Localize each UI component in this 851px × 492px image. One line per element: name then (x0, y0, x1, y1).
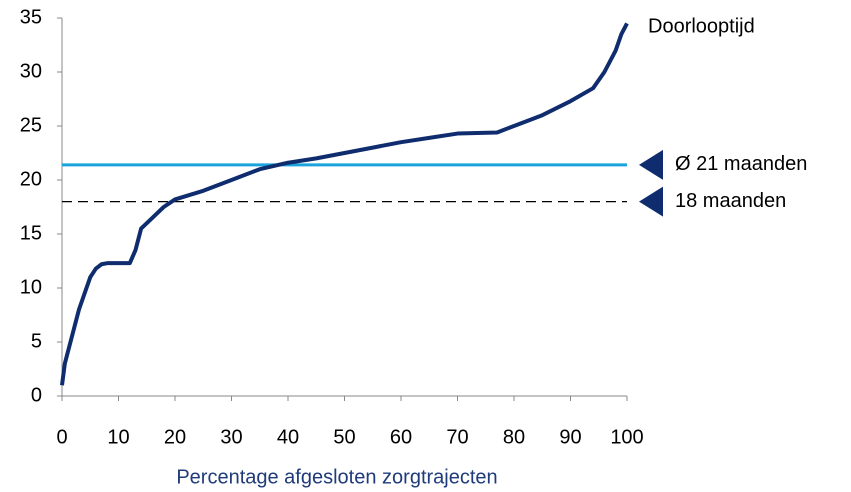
reference-marker (639, 186, 663, 217)
x-tick-label: 0 (56, 426, 67, 448)
y-tick-label: 30 (20, 60, 42, 82)
x-tick-label: 30 (220, 426, 242, 448)
x-tick-label: 80 (503, 426, 525, 448)
y-tick-label: 35 (20, 6, 42, 28)
y-tick-label: 0 (31, 384, 42, 406)
y-tick-label: 15 (20, 222, 42, 244)
x-tick-label: 20 (164, 426, 186, 448)
x-tick-label: 10 (107, 426, 129, 448)
y-tick-label: 20 (20, 168, 42, 190)
x-tick-label: 40 (277, 426, 299, 448)
y-tick-label: 5 (31, 330, 42, 352)
x-tick-label: 100 (610, 426, 643, 448)
y-tick-label: 25 (20, 114, 42, 136)
x-axis-label: Percentage afgesloten zorgtrajecten (176, 466, 497, 488)
series-label: Doorlooptijd (648, 15, 755, 37)
x-tick-label: 70 (446, 426, 468, 448)
y-tick-label: 10 (20, 276, 42, 298)
series-line (60, 22, 629, 386)
x-tick-label: 90 (559, 426, 581, 448)
x-tick-label: 50 (333, 426, 355, 448)
reference-label: 18 maanden (675, 190, 786, 212)
reference-marker (639, 149, 663, 180)
x-tick-label: 60 (390, 426, 412, 448)
reference-label: Ø 21 maanden (675, 153, 807, 175)
